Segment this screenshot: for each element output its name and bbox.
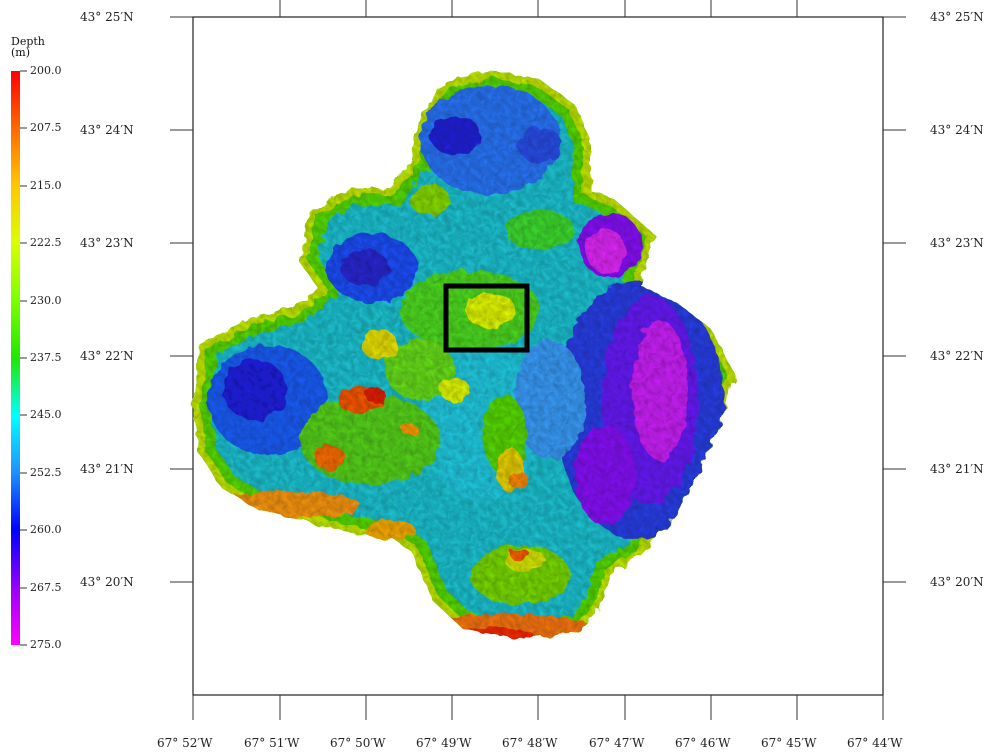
- legend-title-line1: Depth: [11, 35, 45, 48]
- lat-label-right: 43° 22′N: [930, 349, 984, 363]
- lat-label-left: 43° 20′N: [80, 575, 134, 589]
- lat-label-left: 43° 22′N: [80, 349, 134, 363]
- lon-label: 67° 52′W: [157, 736, 213, 750]
- lat-label-right: 43° 23′N: [930, 236, 984, 250]
- legend-tick-label: 200.0: [30, 64, 62, 77]
- legend-tick-label: 207.5: [30, 121, 62, 134]
- axis-ticks: [170, 0, 906, 720]
- lat-label-right: 43° 24′N: [930, 123, 984, 137]
- lon-label: 67° 45′W: [761, 736, 817, 750]
- legend-tick-label: 230.0: [30, 294, 62, 307]
- legend-tick-label: 222.5: [30, 236, 62, 249]
- lon-label: 67° 48′W: [502, 736, 558, 750]
- lat-label-left: 43° 23′N: [80, 236, 134, 250]
- lat-label-right: 43° 25′N: [930, 10, 984, 24]
- legend-title-line2: (m): [11, 46, 31, 59]
- study-area-box: [443, 283, 530, 353]
- lat-label-right: 43° 21′N: [930, 462, 984, 476]
- legend-tick-label: 252.5: [30, 466, 62, 479]
- legend-tick-label: 215.0: [30, 179, 62, 192]
- lon-label: 67° 47′W: [589, 736, 645, 750]
- legend-tick-label: 267.5: [30, 581, 62, 594]
- legend-tick-label: 245.0: [30, 408, 62, 421]
- legend-title: Depth (m): [11, 36, 45, 58]
- lon-label: 67° 46′W: [675, 736, 731, 750]
- depth-legend-bar: [11, 71, 20, 645]
- lon-label: 67° 49′W: [416, 736, 472, 750]
- lat-label-left: 43° 24′N: [80, 123, 134, 137]
- lat-label-right: 43° 20′N: [930, 575, 984, 589]
- lat-label-left: 43° 25′N: [80, 10, 134, 24]
- legend-ticks: [20, 70, 27, 646]
- legend-tick-label: 275.0: [30, 638, 62, 651]
- legend-tick-label: 260.0: [30, 523, 62, 536]
- lon-label: 67° 51′W: [244, 736, 300, 750]
- lat-label-left: 43° 21′N: [80, 462, 134, 476]
- lon-label: 67° 44′W: [847, 736, 903, 750]
- legend-tick-label: 237.5: [30, 351, 62, 364]
- lon-label: 67° 50′W: [330, 736, 386, 750]
